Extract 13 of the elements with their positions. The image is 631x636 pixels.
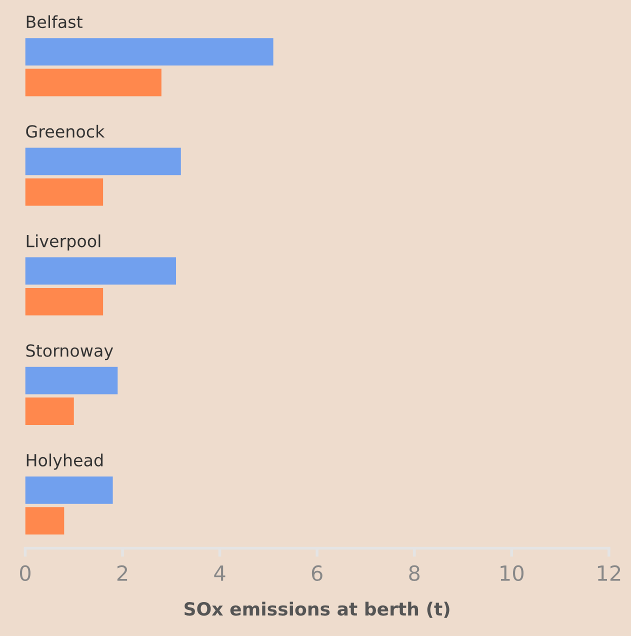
y-tick-label: Holyhead [26, 454, 103, 470]
y-tick-label: Greenock [26, 124, 105, 138]
y-tick-label: Belfast [26, 15, 82, 28]
x-tick-label: 10 [500, 565, 524, 582]
x-tick-label: 4 [214, 566, 226, 581]
x-tick-label: 2 [117, 565, 128, 581]
x-tick-label: 0 [20, 565, 30, 582]
x-tick-label: 12 [598, 565, 620, 581]
x-tick-label: 8 [409, 565, 420, 582]
x-tick-label: 6 [312, 565, 322, 582]
x-axis-title: SOx emissions at berth (t) [184, 602, 450, 618]
y-tick-label: Liverpool [26, 234, 100, 251]
y-tick-label: Stornoway [26, 344, 114, 360]
